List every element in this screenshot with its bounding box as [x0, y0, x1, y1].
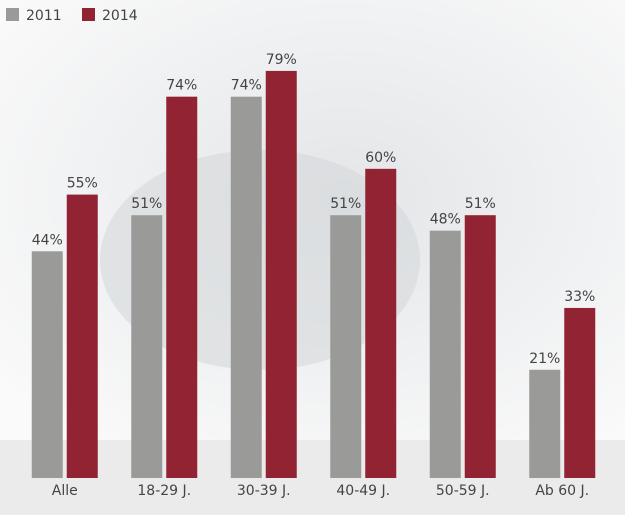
value-label: 74% [166, 78, 197, 94]
x-tick-label: 40-49 J. [336, 483, 390, 499]
legend-label: 2011 [26, 8, 62, 24]
legend-label: 2014 [102, 8, 138, 24]
value-label: 51% [131, 196, 162, 212]
bar [231, 97, 262, 478]
value-label: 79% [266, 52, 297, 68]
bar [564, 308, 595, 478]
x-tick-label: 30-39 J. [237, 483, 291, 499]
bar [32, 251, 63, 478]
value-label: 74% [231, 78, 262, 94]
bar [330, 215, 361, 478]
bar [430, 231, 461, 478]
value-label: 33% [564, 289, 595, 305]
bar [465, 215, 496, 478]
bar [266, 71, 297, 478]
x-tick-label: 18-29 J. [137, 483, 191, 499]
bar [365, 169, 396, 478]
bar [131, 215, 162, 478]
bar [166, 97, 197, 478]
bar [67, 195, 98, 478]
legend-swatch [82, 8, 95, 21]
value-label: 55% [67, 176, 98, 192]
x-tick-label: Alle [52, 483, 78, 499]
value-label: 44% [32, 232, 63, 248]
x-tick-label: 50-59 J. [436, 483, 490, 499]
legend-swatch [6, 8, 19, 21]
bar [529, 370, 560, 478]
value-label: 51% [330, 196, 361, 212]
chart: 2011 2014 Alle 44% 55% 18-29 J. 51% 74% 30-39 J.… [0, 0, 625, 515]
value-label: 48% [430, 212, 461, 228]
value-label: 21% [529, 351, 560, 367]
value-label: 60% [365, 150, 396, 166]
value-label: 51% [465, 196, 496, 212]
x-tick-label: Ab 60 J. [535, 483, 589, 499]
